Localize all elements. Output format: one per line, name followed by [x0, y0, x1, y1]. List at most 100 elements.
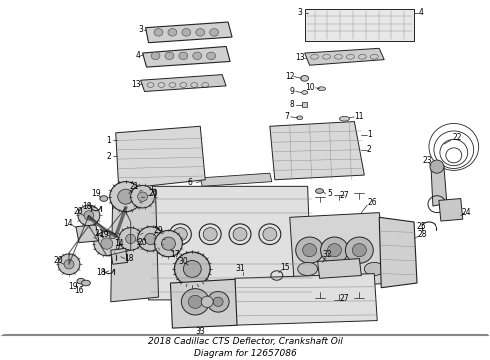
Ellipse shape [173, 228, 187, 241]
Ellipse shape [81, 280, 90, 286]
Circle shape [145, 233, 156, 244]
Text: 20: 20 [148, 189, 158, 198]
Text: 28: 28 [417, 230, 427, 239]
Circle shape [119, 228, 143, 250]
Text: 2: 2 [106, 152, 111, 161]
Circle shape [295, 237, 323, 263]
Circle shape [125, 234, 136, 244]
Text: 30: 30 [178, 257, 188, 266]
Ellipse shape [365, 262, 384, 275]
Circle shape [303, 244, 317, 257]
Polygon shape [143, 46, 230, 67]
Ellipse shape [207, 52, 216, 60]
Circle shape [154, 230, 182, 257]
Polygon shape [148, 186, 312, 300]
Circle shape [181, 289, 209, 315]
Text: 17: 17 [171, 250, 180, 259]
Ellipse shape [154, 28, 163, 36]
Polygon shape [171, 279, 237, 328]
Ellipse shape [263, 228, 277, 241]
Circle shape [320, 237, 348, 263]
Text: 22: 22 [452, 133, 462, 142]
Circle shape [64, 260, 74, 269]
Ellipse shape [165, 52, 174, 60]
Ellipse shape [316, 189, 323, 193]
Text: 5: 5 [327, 189, 332, 198]
Text: 20: 20 [138, 238, 147, 247]
Circle shape [138, 192, 147, 201]
Polygon shape [290, 213, 389, 291]
Polygon shape [439, 198, 463, 221]
Text: 13: 13 [295, 53, 304, 62]
Circle shape [58, 254, 80, 275]
Ellipse shape [318, 87, 325, 91]
Circle shape [201, 296, 213, 307]
Circle shape [352, 244, 367, 257]
Text: 21: 21 [130, 182, 139, 191]
Text: 10: 10 [305, 83, 315, 92]
Text: 8: 8 [290, 100, 294, 109]
Circle shape [213, 297, 223, 306]
Circle shape [327, 244, 342, 257]
Text: 31: 31 [235, 265, 245, 274]
Polygon shape [116, 126, 205, 189]
Ellipse shape [301, 76, 309, 81]
Text: 20: 20 [53, 256, 63, 265]
Text: 19: 19 [68, 282, 78, 291]
Ellipse shape [302, 91, 308, 94]
Text: 18: 18 [82, 202, 92, 211]
Text: 3: 3 [297, 8, 302, 17]
Text: 27: 27 [340, 293, 349, 302]
Ellipse shape [196, 28, 205, 36]
Circle shape [78, 205, 100, 226]
Text: 26: 26 [368, 198, 377, 207]
Circle shape [345, 237, 373, 263]
Text: 24: 24 [462, 208, 471, 217]
Circle shape [94, 231, 120, 256]
Text: 4: 4 [135, 51, 140, 60]
Circle shape [430, 160, 444, 173]
Ellipse shape [77, 278, 85, 284]
Ellipse shape [203, 228, 217, 241]
Polygon shape [270, 122, 365, 180]
Circle shape [118, 189, 134, 204]
Ellipse shape [298, 262, 318, 275]
Circle shape [131, 185, 154, 208]
Polygon shape [141, 75, 226, 91]
Text: 3: 3 [138, 25, 143, 34]
Text: 21: 21 [94, 229, 103, 238]
Polygon shape [305, 9, 414, 41]
Text: 18: 18 [96, 268, 105, 277]
Text: 2018 Cadillac CTS Deflector, Crankshaft Oil
Diagram for 12657086: 2018 Cadillac CTS Deflector, Crankshaft … [147, 337, 343, 358]
Ellipse shape [193, 52, 202, 60]
Ellipse shape [179, 52, 188, 60]
Polygon shape [232, 274, 377, 325]
Polygon shape [305, 48, 384, 65]
Text: 1: 1 [106, 136, 111, 145]
Circle shape [138, 227, 164, 251]
Text: 9: 9 [289, 87, 294, 96]
Text: 23: 23 [422, 157, 432, 166]
Circle shape [110, 182, 142, 212]
Circle shape [188, 295, 202, 309]
Ellipse shape [168, 28, 177, 36]
Polygon shape [200, 173, 272, 186]
Ellipse shape [297, 116, 303, 120]
Ellipse shape [151, 52, 160, 60]
Polygon shape [111, 248, 128, 264]
Text: 32: 32 [323, 250, 332, 259]
Text: 14: 14 [114, 239, 123, 248]
Text: 7: 7 [284, 112, 289, 121]
Text: 25: 25 [416, 222, 426, 231]
Text: 33: 33 [196, 327, 205, 336]
Text: 18: 18 [124, 254, 133, 263]
Polygon shape [318, 258, 361, 278]
Ellipse shape [182, 28, 191, 36]
Text: 20: 20 [73, 207, 83, 216]
Circle shape [183, 261, 201, 278]
Polygon shape [431, 166, 447, 206]
Text: 29: 29 [154, 226, 163, 235]
Text: 12: 12 [285, 72, 294, 81]
Ellipse shape [233, 228, 247, 241]
Text: 11: 11 [355, 112, 364, 121]
